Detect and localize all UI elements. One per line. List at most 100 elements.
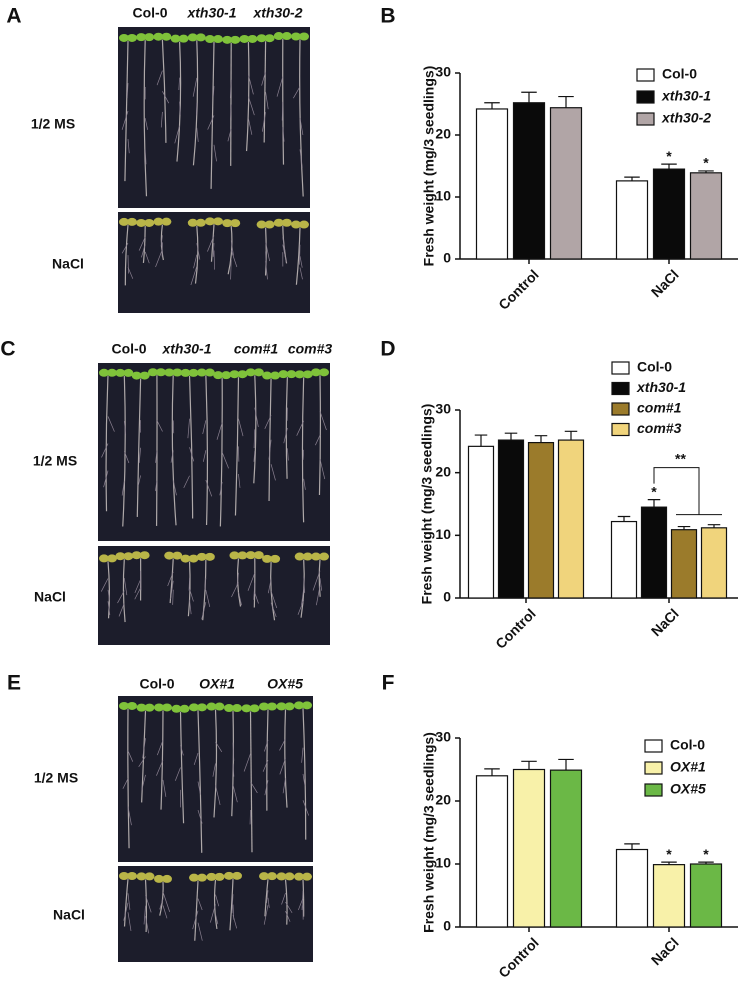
lateral-root <box>303 576 306 593</box>
leaf <box>259 702 269 711</box>
error-bar <box>474 434 488 447</box>
root <box>142 225 146 263</box>
leaf <box>154 874 164 883</box>
error-bar <box>624 176 640 181</box>
y-tick-label: 30 <box>435 401 451 417</box>
genotype-label: xth30-2 <box>252 5 302 21</box>
lateral-root <box>299 117 304 136</box>
lateral-root <box>215 784 221 805</box>
leaf <box>127 871 137 880</box>
leaf <box>179 704 190 713</box>
lateral-root <box>287 448 289 461</box>
lateral-root <box>162 891 171 912</box>
leaf <box>197 703 207 712</box>
lateral-root <box>282 236 286 252</box>
x-tick-label: NaCl <box>648 266 682 300</box>
leaf <box>270 371 281 380</box>
lateral-root <box>179 101 181 115</box>
lateral-root <box>232 914 238 929</box>
legend-swatch <box>611 381 630 396</box>
leaf <box>161 32 172 41</box>
lateral-root <box>319 459 326 480</box>
lateral-root <box>301 588 305 605</box>
bar <box>475 108 509 260</box>
y-tick-label: 30 <box>435 64 451 80</box>
bar <box>689 863 723 928</box>
leaf <box>164 368 175 377</box>
root <box>160 710 164 810</box>
leaf <box>284 702 295 711</box>
leaf <box>164 551 175 560</box>
lateral-root <box>180 745 184 756</box>
leaf <box>302 552 313 561</box>
bar <box>640 506 668 599</box>
lateral-root <box>141 774 146 791</box>
root <box>264 879 269 917</box>
lateral-root <box>127 893 131 910</box>
lateral-root <box>232 784 238 803</box>
lateral-root <box>302 449 305 460</box>
leaf <box>147 368 158 377</box>
root <box>197 710 203 853</box>
leaf <box>294 370 305 379</box>
leaf <box>221 371 232 380</box>
lateral-root <box>127 806 132 826</box>
genotype-label: Col-0 <box>133 5 168 21</box>
lateral-root <box>134 579 141 594</box>
leaf <box>153 32 164 41</box>
leaf <box>232 704 242 713</box>
leaf <box>237 370 248 379</box>
error-bar <box>677 525 691 530</box>
lateral-root <box>230 259 232 280</box>
lateral-root <box>145 916 149 934</box>
bar <box>467 445 495 599</box>
lateral-root <box>302 800 310 816</box>
leaf <box>229 551 240 560</box>
lateral-root <box>174 125 180 144</box>
leaf <box>311 552 321 561</box>
lateral-root <box>243 753 251 772</box>
lateral-root <box>253 450 256 462</box>
seedling-photo <box>98 363 330 541</box>
root <box>213 879 218 930</box>
condition-label: 1/2 MS <box>31 116 75 132</box>
lateral-root <box>201 602 207 620</box>
leaf <box>237 551 248 560</box>
lateral-root <box>263 905 269 925</box>
lateral-root <box>123 577 128 596</box>
lateral-root <box>174 767 181 781</box>
leaf <box>107 368 117 377</box>
photo-background <box>98 363 330 541</box>
error-bar <box>617 515 631 522</box>
leaf <box>115 552 126 561</box>
leaf <box>99 368 109 377</box>
root <box>161 39 167 143</box>
lateral-root <box>170 580 174 600</box>
leaf <box>270 554 281 563</box>
leaf <box>302 370 313 379</box>
lateral-root <box>101 443 109 458</box>
bracket-label: ** <box>675 450 686 466</box>
leaf <box>153 217 164 226</box>
lateral-root <box>238 592 242 606</box>
leaf <box>205 217 215 226</box>
lateral-root <box>247 572 256 591</box>
y-tick-label: 20 <box>435 463 451 479</box>
lateral-root <box>264 415 272 429</box>
lateral-root <box>205 480 213 497</box>
root <box>229 878 234 931</box>
y-tick-label: 10 <box>435 188 451 204</box>
leaf <box>178 34 189 43</box>
bar <box>700 527 728 599</box>
lateral-root <box>134 587 141 600</box>
lateral-root <box>190 266 198 286</box>
root <box>122 375 126 527</box>
root <box>122 559 126 623</box>
root <box>253 558 256 608</box>
lateral-root <box>264 739 269 752</box>
lateral-root <box>127 139 130 154</box>
lateral-root <box>213 250 215 270</box>
leaf <box>155 368 166 377</box>
lateral-root <box>156 420 163 432</box>
lateral-root <box>162 905 168 919</box>
